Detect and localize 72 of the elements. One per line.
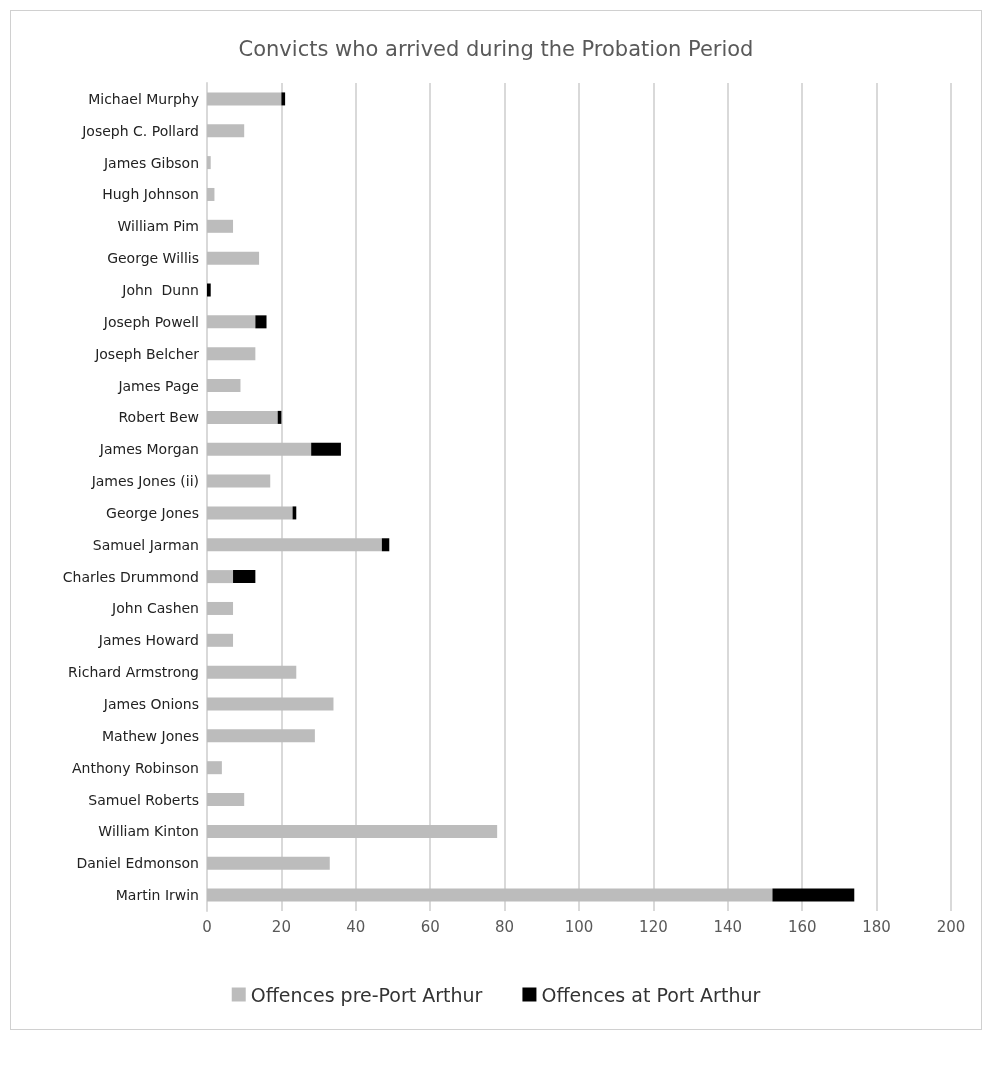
y-tick-label: George Jones — [106, 504, 199, 521]
bar — [207, 251, 260, 265]
y-tick-label: Hugh Johnson — [102, 186, 199, 203]
legend-label: Offences pre-Port Arthur — [250, 983, 483, 1006]
y-tick-label: James Morgan — [98, 441, 199, 458]
y-tick-label: Daniel Edmonson — [76, 855, 199, 872]
x-tick-label: 200 — [936, 917, 966, 936]
chart-title: Convicts who arrived during the Probation Period — [238, 36, 754, 61]
y-tick-label: Mathew Jones — [101, 727, 199, 744]
bar — [207, 601, 234, 615]
bar — [207, 793, 245, 807]
y-tick-label: James Howard — [97, 632, 199, 649]
y-tick-label: Robert Bew — [118, 409, 199, 426]
bar — [207, 474, 271, 488]
y-tick-label: Michael Murphy — [88, 90, 199, 107]
y-tick-label: Charles Drummond — [62, 568, 199, 585]
bar — [207, 92, 282, 106]
x-tick-label: 100 — [564, 917, 594, 936]
bar — [207, 729, 315, 743]
y-tick-label: Samuel Roberts — [88, 791, 199, 808]
y-tick-label: Joseph C. Pollard — [81, 122, 199, 139]
bar — [207, 442, 312, 456]
bar — [207, 665, 297, 679]
bar — [207, 633, 234, 647]
x-tick-label: 0 — [202, 917, 212, 936]
y-tick-label: James Gibson — [102, 154, 199, 171]
y-tick-label: Joseph Powell — [102, 313, 199, 330]
legend-label: Offences at Port Arthur — [541, 983, 761, 1006]
bar — [207, 379, 241, 393]
bar — [207, 315, 256, 329]
y-tick-label: Anthony Robinson — [71, 759, 199, 776]
y-tick-label: James Jones (ii) — [90, 473, 199, 490]
y-tick-label: George Willis — [107, 250, 199, 267]
bar — [207, 156, 211, 170]
bar — [311, 442, 341, 456]
y-tick-label: John Dunn — [121, 282, 199, 298]
bar — [207, 219, 234, 233]
bar — [207, 761, 222, 775]
y-tick-label: Joseph Belcher — [94, 345, 200, 362]
y-tick-label: William Pim — [117, 218, 199, 235]
y-tick-label: Richard Armstrong — [68, 664, 199, 681]
bar — [772, 888, 855, 902]
bar — [207, 187, 215, 201]
x-tick-label: 160 — [787, 917, 817, 936]
x-tick-label: 140 — [713, 917, 743, 936]
bar — [207, 697, 334, 711]
x-tick-label: 80 — [495, 917, 515, 936]
x-tick-label: 60 — [420, 917, 440, 936]
bar — [207, 538, 382, 552]
x-tick-label: 40 — [346, 917, 366, 936]
x-tick-label: 180 — [862, 917, 891, 936]
y-tick-label: John Cashen — [111, 600, 199, 617]
bar — [207, 506, 293, 520]
bar — [207, 124, 245, 138]
y-tick-label: James Page — [117, 377, 199, 394]
bar — [381, 538, 390, 552]
bar — [207, 824, 498, 838]
bar — [255, 315, 267, 329]
bar — [207, 347, 256, 361]
y-tick-label: Samuel Jarman — [92, 536, 199, 553]
bar — [207, 856, 330, 870]
y-tick-label: Martin Irwin — [115, 887, 199, 904]
bar — [281, 92, 286, 106]
y-tick-label: William Kinton — [98, 823, 199, 840]
y-tick-label: James Onions — [102, 696, 199, 712]
bar — [207, 888, 773, 902]
bar — [207, 410, 278, 424]
bar — [207, 570, 234, 584]
bar — [233, 570, 256, 584]
x-tick-label: 20 — [271, 917, 291, 936]
x-tick-label: 120 — [639, 917, 668, 936]
bar — [207, 283, 211, 297]
